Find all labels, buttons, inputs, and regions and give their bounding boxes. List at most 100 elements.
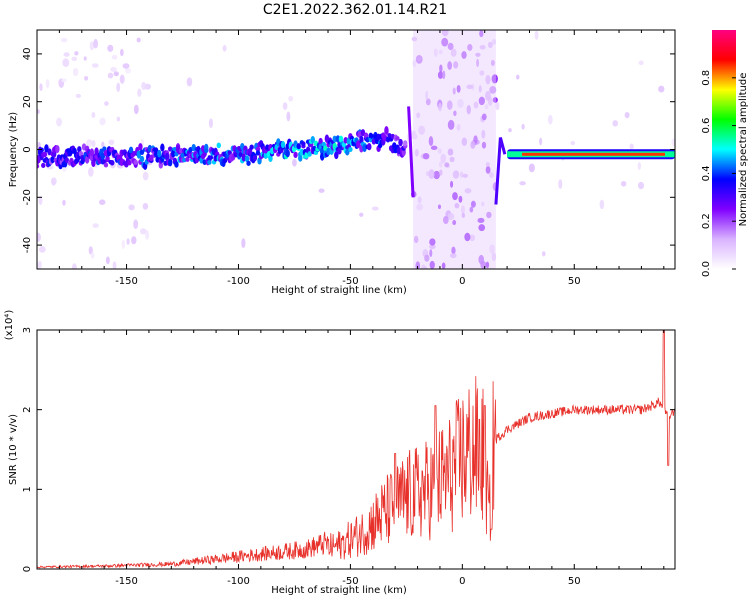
noise-speck (450, 253, 457, 259)
noise-speck (60, 37, 68, 43)
bottom-xtick-label: -150 (115, 576, 138, 587)
noise-speck (521, 123, 525, 130)
noise-speck (318, 188, 325, 193)
noise-speck (433, 48, 438, 57)
noise-speck (75, 93, 82, 98)
trace-blob (268, 155, 273, 162)
noise-speck (438, 49, 443, 55)
noise-speck (421, 264, 426, 269)
noise-speck (37, 109, 40, 114)
trace-blob (252, 155, 258, 161)
noise-speck (437, 71, 444, 79)
bottom-xtick-label: 50 (568, 576, 581, 587)
noise-speck (519, 181, 526, 186)
noise-speck (107, 72, 114, 79)
noise-speck (222, 44, 227, 52)
trace-blob (110, 159, 115, 166)
noise-speck (141, 81, 147, 91)
noise-speck (99, 117, 106, 126)
noise-speck (462, 173, 469, 178)
noise-speck (416, 203, 424, 211)
bottom-ytick-label: 1 (22, 486, 33, 492)
trace-blob (332, 135, 337, 143)
figure-title: C2E1.2022.362.01.14.R21 (262, 2, 448, 18)
noise-speck (528, 163, 535, 173)
noise-speck (481, 129, 486, 139)
trace-blob (301, 141, 306, 147)
noise-speck (469, 234, 476, 242)
noise-speck (449, 156, 455, 163)
top-ytick-label: -40 (22, 237, 33, 253)
top-xtick-label: -50 (342, 276, 358, 287)
trace-blob (246, 160, 251, 166)
noise-speck (466, 84, 474, 90)
noise-speck (439, 64, 443, 73)
trace-blob (171, 149, 176, 158)
noise-speck (479, 45, 486, 50)
noise-speck (99, 199, 106, 206)
snr-scale-label: (x10⁴) (4, 310, 15, 341)
trace-blob (249, 144, 254, 150)
noise-speck (359, 212, 364, 217)
noise-speck (452, 87, 456, 95)
noise-speck (459, 171, 464, 178)
noise-speck (139, 228, 147, 235)
trace-blob (84, 155, 90, 164)
noise-speck (74, 51, 79, 56)
top-ytick-label: 20 (22, 95, 33, 108)
trace-blob (255, 150, 261, 156)
noise-speck (441, 30, 449, 37)
noise-speck (489, 85, 497, 94)
noise-speck (447, 212, 455, 221)
noise-speck (481, 201, 485, 207)
trace-band-core (522, 152, 665, 156)
noise-speck (131, 236, 137, 245)
noise-speck (452, 170, 460, 179)
noise-speck (470, 140, 476, 149)
top-ytick-label: -20 (22, 189, 33, 205)
noise-speck (62, 58, 70, 68)
noise-speck (91, 139, 96, 148)
trace-blob (265, 144, 270, 151)
trace-blob (41, 162, 46, 168)
noise-speck (105, 256, 110, 265)
noise-speck (629, 143, 634, 150)
noise-speck (458, 195, 463, 203)
noise-speck (113, 71, 119, 77)
trace-blob (139, 155, 145, 163)
trace-blob (139, 149, 145, 155)
noise-speck (620, 180, 627, 187)
noise-speck (440, 153, 447, 164)
noise-speck (485, 165, 491, 174)
trace-blob (55, 145, 60, 154)
noise-speck (447, 42, 454, 51)
noise-speck (491, 39, 497, 45)
noise-speck (145, 229, 150, 240)
noise-speck (508, 128, 512, 133)
noise-speck (486, 211, 492, 219)
noise-speck (637, 181, 645, 190)
noise-speck (286, 111, 291, 122)
bottom-xtick-label: 0 (459, 576, 465, 587)
trace-blob (64, 157, 69, 164)
trace-blob (167, 158, 173, 167)
trace-blob (160, 143, 165, 152)
noise-speck (39, 83, 43, 92)
top-xtick-label: 50 (568, 276, 581, 287)
noise-speck (478, 254, 485, 265)
noise-speck (433, 170, 440, 180)
trace-blob (89, 148, 95, 157)
trace-blob (178, 148, 184, 154)
trace-blob (384, 126, 389, 135)
noise-speck (84, 75, 89, 81)
noise-speck (534, 30, 539, 40)
noise-speck (37, 232, 41, 242)
noise-speck (447, 61, 453, 70)
trace-blob (133, 159, 138, 165)
trace-blob (207, 160, 212, 165)
trace-blob (293, 151, 298, 158)
noise-speck (121, 239, 126, 250)
noise-speck (415, 261, 421, 269)
noise-speck (481, 113, 487, 121)
noise-speck (425, 90, 429, 101)
